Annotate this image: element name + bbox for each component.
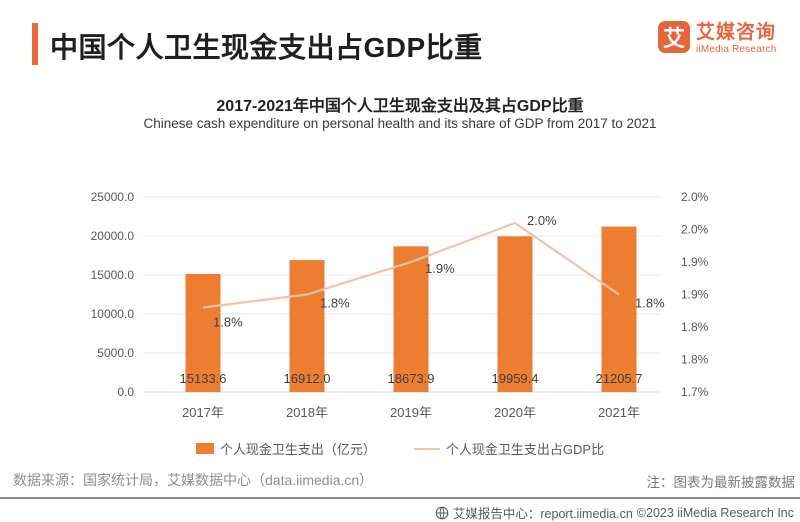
legend-item-bar-series: 个人现金卫生支出（亿元） xyxy=(195,439,376,458)
legend-label-bar-series: 个人现金卫生支出（亿元） xyxy=(219,442,376,457)
line-value-label: 1.8% xyxy=(635,296,665,311)
logo-name-cn: 艾媒咨询 xyxy=(696,22,777,43)
bar-2020年 xyxy=(497,236,533,392)
footer-divider xyxy=(0,497,800,499)
footer: 艾媒报告中心：report.iimedia.cn ©2023 iiMedia R… xyxy=(435,503,794,522)
footer-report-center: 艾媒报告中心：report.iimedia.cn xyxy=(452,507,633,521)
chart-title: 2017-2021年中国个人卫生现金支出及其占GDP比重 xyxy=(216,98,584,115)
line-series-swatch xyxy=(413,447,440,450)
x-axis-label: 2017年 xyxy=(182,405,224,420)
left-axis-tick-label: 20000.0 xyxy=(91,229,135,243)
data-source-note: 数据来源：国家统计局，艾媒数据中心（data.iimedia.cn） xyxy=(13,472,374,488)
x-axis-label: 2019年 xyxy=(390,405,432,420)
logo-text: 艾媒咨询 iiMedia Research xyxy=(696,21,777,56)
latest-data-note: 注：图表为最新披露数据 xyxy=(646,475,796,490)
line-value-label: 1.9% xyxy=(425,261,455,276)
left-axis-tick-label: 5000.0 xyxy=(97,346,134,360)
right-axis-tick-label: 1.8% xyxy=(681,353,709,367)
bar-value-label: 18673.9 xyxy=(388,371,435,386)
right-axis-tick-label: 2.0% xyxy=(681,223,709,237)
x-axis-label: 2021年 xyxy=(598,405,640,420)
x-axis-label: 2018年 xyxy=(286,405,328,420)
globe-icon xyxy=(435,506,449,519)
combo-chart: 25000.0 20000.0 15000.0 10000.0 5000.0 0.0 2.0… xyxy=(91,190,709,420)
left-axis-tick-label: 15000.0 xyxy=(91,268,135,282)
left-axis-tick-label: 10000.0 xyxy=(91,307,135,321)
right-axis-tick-label: 1.9% xyxy=(681,255,709,269)
chart-legend: 个人现金卫生支出（亿元） 个人现金卫生支出占GDP比 xyxy=(0,439,800,458)
right-axis-tick-label: 1.9% xyxy=(681,288,709,302)
footer-copyright: ©2023 iiMedia Research Inc xyxy=(636,505,794,520)
title-accent-bar xyxy=(32,23,38,65)
iimedia-logo: 艾 艾媒咨询 iiMedia Research xyxy=(658,21,776,55)
bar-value-label: 21205.7 xyxy=(596,371,643,386)
page-title: 中国个人卫生现金支出占GDP比重 xyxy=(50,32,483,63)
left-axis-tick-label: 0.0 xyxy=(117,385,134,399)
line-value-label: 1.8% xyxy=(213,315,243,330)
bar-2017年 xyxy=(185,273,221,392)
logo-name-en: iiMedia Research xyxy=(696,44,777,55)
bar-value-label: 15133.6 xyxy=(180,371,227,386)
legend-item-line-series: 个人现金卫生支出占GDP比 xyxy=(413,439,605,458)
bar-2021年 xyxy=(601,226,637,392)
line-value-label: 1.8% xyxy=(320,296,350,311)
right-axis-tick-label: 2.0% xyxy=(681,190,709,204)
bar-2019年 xyxy=(393,246,429,392)
bar-value-label: 16912.0 xyxy=(284,371,331,386)
bar-2018年 xyxy=(289,260,325,392)
left-axis-tick-label: 25000.0 xyxy=(91,190,135,204)
logo-mark-glyph: 艾 xyxy=(662,26,685,51)
gdp-share-line xyxy=(202,221,620,309)
iimedia-logo-mark-icon: 艾 xyxy=(658,21,690,53)
right-axis-tick-label: 1.8% xyxy=(681,320,709,334)
x-axis-label: 2020年 xyxy=(494,405,536,420)
bar-value-label: 19959.4 xyxy=(492,371,539,386)
legend-label-line-series: 个人现金卫生支出占GDP比 xyxy=(445,442,605,457)
bar-series-swatch xyxy=(195,443,214,454)
line-value-label: 2.0% xyxy=(527,213,557,228)
right-axis-tick-label: 1.7% xyxy=(681,385,709,399)
chart-subtitle: Chinese cash expenditure on personal hea… xyxy=(143,116,657,131)
